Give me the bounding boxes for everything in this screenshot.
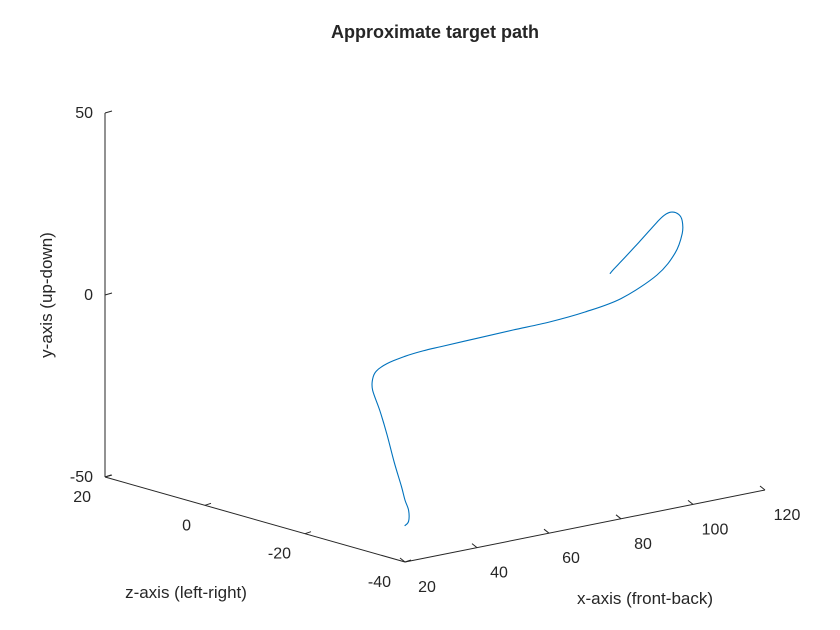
x-tick-mark: [543, 528, 550, 534]
z-tick-mark: [104, 474, 112, 478]
y-tick-mark: [104, 292, 113, 296]
x-tick-label: 20: [418, 579, 436, 596]
y-tick-label: 50: [75, 105, 93, 122]
x-axis-label: x-axis (front-back): [577, 589, 713, 608]
z-axis-ticks: 20 0 -20 -40: [73, 474, 412, 591]
x-axis-ticks: 20 40 60 80 100 120: [399, 485, 801, 596]
z-axis-line: [104, 476, 406, 563]
plot-axes: [104, 113, 766, 563]
y-tick-label: -50: [70, 469, 93, 486]
y-tick-mark: [104, 110, 113, 114]
z-tick-label: -40: [368, 574, 391, 591]
x-tick-label: 60: [562, 550, 580, 567]
x-tick-label: 40: [490, 565, 508, 582]
y-axis-ticks: -50 0 50: [70, 105, 113, 486]
series-line-1: [371, 211, 684, 527]
x-tick-mark: [399, 557, 406, 563]
x-tick-mark: [615, 514, 622, 520]
x-tick-mark: [759, 485, 766, 491]
x-tick-label: 100: [702, 521, 729, 538]
x-tick-mark: [687, 500, 694, 505]
series-layer: [371, 211, 684, 527]
x-tick-mark: [471, 543, 478, 548]
x-tick-label: 120: [774, 507, 801, 524]
z-tick-mark: [204, 502, 212, 506]
z-axis-label: z-axis (left-right): [125, 583, 247, 602]
x-axis-line: [404, 489, 766, 563]
z-tick-label: 0: [182, 517, 191, 534]
z-tick-mark: [404, 559, 412, 563]
chart-title: Approximate target path: [331, 22, 539, 42]
y-axis-label: y-axis (up-down): [37, 232, 56, 358]
y-tick-label: 0: [84, 287, 93, 304]
x-tick-label: 80: [634, 536, 652, 553]
z-tick-label: -20: [268, 546, 291, 563]
z-tick-label: 20: [73, 489, 91, 506]
z-tick-mark: [304, 531, 312, 535]
